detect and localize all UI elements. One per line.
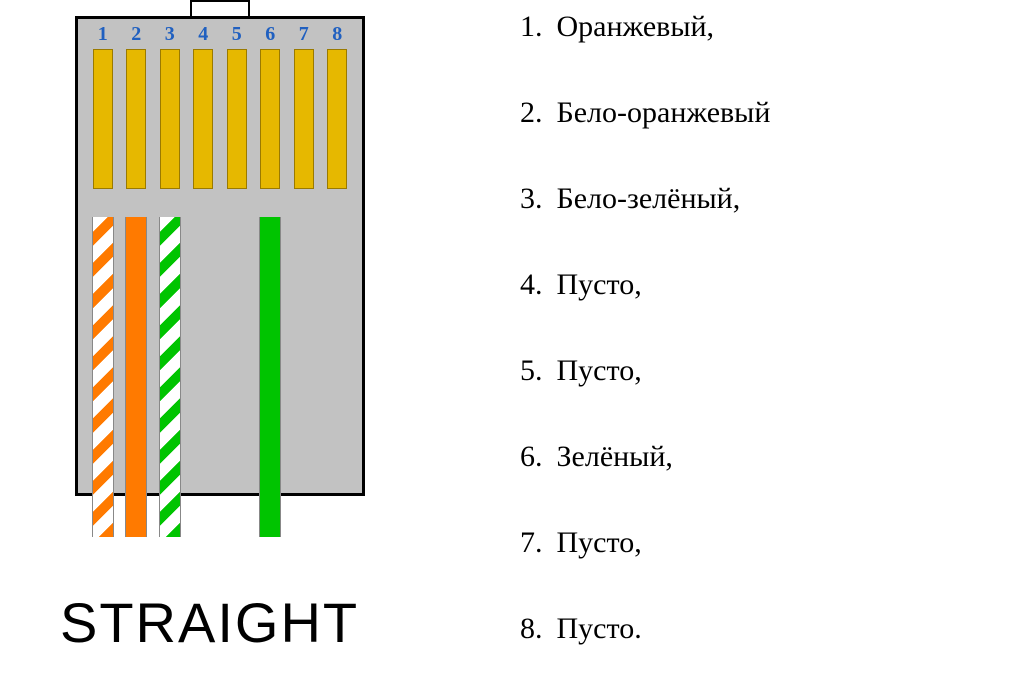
contact-row [78, 49, 362, 189]
legend-text: Бело-оранжевый [557, 96, 771, 129]
legend-text: Пусто, [557, 526, 642, 559]
wire-slot [86, 217, 120, 537]
legend-number: 4. [520, 268, 543, 301]
wire-slot [321, 217, 355, 537]
pin-number: 3 [160, 23, 180, 46]
contact-pin [160, 49, 180, 189]
legend-item: 7. Пусто, [520, 526, 1024, 560]
legend-number: 5. [520, 354, 543, 387]
legend-item: 5. Пусто, [520, 354, 1024, 388]
contact-pin [327, 49, 347, 189]
wire-legend: 1. Оранжевый, 2. Бело-оранжевый 3. Бело-зелён… [520, 10, 1024, 646]
contact-pin [294, 49, 314, 189]
legend-number: 6. [520, 440, 543, 473]
legend-item: 2. Бело-оранжевый [520, 96, 1024, 130]
pin-number: 7 [294, 23, 314, 46]
contact-pin [126, 49, 146, 189]
connector-panel: 12345678 STRAIGHT [0, 0, 480, 683]
wire-slot [254, 217, 288, 537]
pin-number: 5 [227, 23, 247, 46]
wire-slot [187, 217, 221, 537]
legend-text: Пусто, [557, 268, 642, 301]
legend-text: Пусто. [557, 612, 642, 645]
legend-number: 2. [520, 96, 543, 129]
wire-slot [153, 217, 187, 537]
legend-text: Пусто, [557, 354, 642, 387]
pin-number: 1 [93, 23, 113, 46]
pin-number-row: 12345678 [78, 23, 362, 46]
pin-number: 2 [126, 23, 146, 46]
contact-pin [93, 49, 113, 189]
pin-number: 6 [260, 23, 280, 46]
legend-item: 8. Пусто. [520, 612, 1024, 646]
legend-text: Зелёный, [557, 440, 673, 473]
striped-wire [159, 217, 181, 537]
legend-text: Оранжевый, [557, 10, 715, 43]
legend-panel: 1. Оранжевый, 2. Бело-оранжевый 3. Бело-зелён… [480, 0, 1024, 683]
legend-text: Бело-зелёный, [557, 182, 741, 215]
contact-pin [260, 49, 280, 189]
wire-row [78, 217, 362, 537]
diagram-container: 12345678 STRAIGHT 1. Оранжевый, 2. Бело-ора… [0, 0, 1024, 683]
wire-slot [220, 217, 254, 537]
legend-item: 6. Зелёный, [520, 440, 1024, 474]
legend-number: 3. [520, 182, 543, 215]
connector-body: 12345678 [75, 16, 365, 496]
pin-number: 4 [193, 23, 213, 46]
diagram-label: STRAIGHT [60, 590, 359, 655]
legend-item: 3. Бело-зелёный, [520, 182, 1024, 216]
solid-wire [259, 217, 281, 537]
legend-number: 7. [520, 526, 543, 559]
solid-wire [125, 217, 147, 537]
contact-pin [227, 49, 247, 189]
legend-number: 1. [520, 10, 543, 43]
legend-item: 1. Оранжевый, [520, 10, 1024, 44]
wire-slot [287, 217, 321, 537]
wire-slot [120, 217, 154, 537]
pin-number: 8 [327, 23, 347, 46]
contact-pin [193, 49, 213, 189]
striped-wire [92, 217, 114, 537]
legend-item: 4. Пусто, [520, 268, 1024, 302]
legend-number: 8. [520, 612, 543, 645]
